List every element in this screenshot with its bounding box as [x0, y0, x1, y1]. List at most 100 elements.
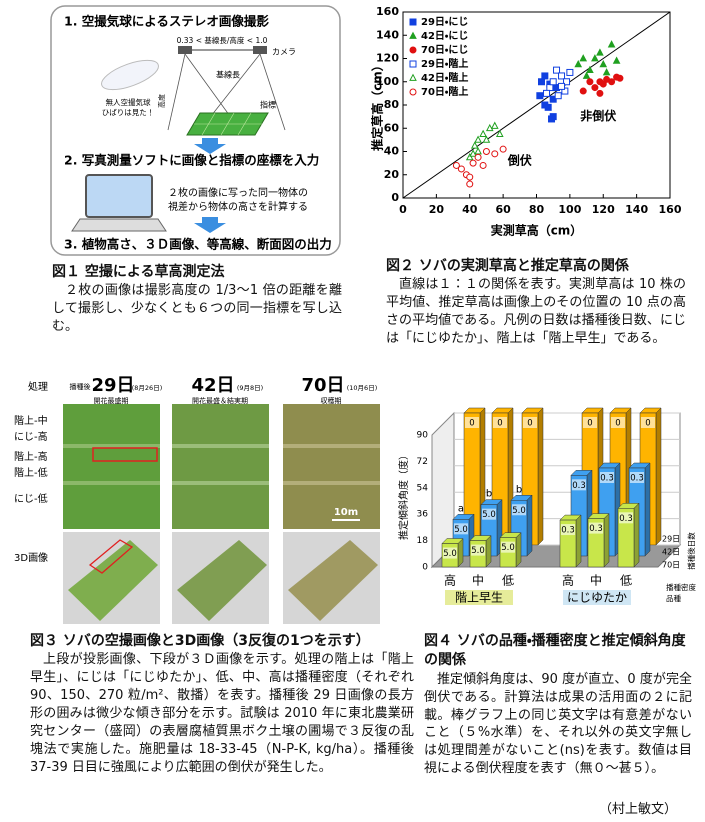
legend-marker: [409, 88, 417, 96]
3d-images: [63, 532, 380, 624]
x-tick-label: 80: [529, 203, 545, 216]
x-tick-label: 20: [429, 203, 445, 216]
bar-side: [644, 462, 651, 557]
x-tick-label: 低: [502, 574, 514, 588]
caption-title: 図２ ソバの実測草高と推定草高の関係: [386, 258, 629, 274]
point: [579, 87, 587, 95]
ratio-label: 0.33 < 基線長/高度 < 1.0: [177, 35, 268, 45]
point: [452, 161, 460, 169]
x-tick-label: 40: [462, 203, 478, 216]
point: [470, 141, 479, 149]
point: [474, 147, 482, 155]
value-label: 0.3: [600, 474, 614, 484]
legend-label: 70日・にじ: [421, 44, 468, 56]
point: [602, 68, 611, 76]
point: [612, 56, 621, 64]
point: [591, 54, 599, 62]
value-label: 0.3: [572, 481, 586, 491]
laptop-icon: [85, 174, 153, 218]
point: [549, 78, 557, 86]
point: [591, 84, 599, 92]
value-label-bg: [611, 417, 625, 428]
legend-label: 42日・にじ: [421, 30, 468, 42]
point: [582, 71, 591, 79]
scale-label: 10m: [334, 507, 358, 518]
legend-label: 42日: [662, 548, 680, 557]
ground-grid: [194, 112, 262, 136]
legend-label: 29日・階上: [421, 57, 468, 70]
point: [579, 54, 588, 62]
row-label: 3D画像: [14, 551, 48, 564]
value-label: 0: [527, 419, 532, 429]
point: [469, 149, 477, 157]
value-label-bg: [493, 417, 507, 428]
annotation: 倒伏: [507, 152, 532, 167]
point: [491, 150, 499, 158]
x-tick-label: 160: [659, 203, 682, 216]
point: [541, 101, 549, 109]
point: [586, 65, 594, 74]
group-label-bg: [563, 590, 631, 605]
camera-icon: [178, 46, 192, 54]
caption: 図２ ソバの実測草高と推定草高の関係 直線は１：１の関係を表す。実測草高は 10…: [386, 257, 686, 348]
caption-body: 推定傾斜角度は、90 度が直立、0 度が完全倒伏である。計算法は成果の活用面の２…: [424, 671, 692, 777]
point: [479, 129, 487, 137]
x-tick-label: 120: [592, 203, 615, 216]
value-label-bg: [619, 512, 633, 524]
point: [546, 84, 554, 92]
value-label: 5.0: [443, 549, 457, 559]
point: [495, 129, 504, 137]
row-label: 階上-高: [14, 450, 48, 463]
point: [490, 121, 499, 129]
bar-side: [537, 407, 544, 546]
bar-side: [633, 502, 640, 568]
point: [543, 89, 551, 97]
value-label-bg: [482, 508, 496, 520]
y-tick-label: 90: [417, 431, 429, 441]
point: [466, 180, 474, 188]
bar-side: [655, 407, 662, 546]
significance-letter: b: [486, 489, 492, 500]
column-date: (9月8日): [237, 384, 263, 392]
caption: 図１ 空撮による草高測定法 ２枚の画像は撮影高度の 1/3〜1 倍の距離を離して…: [52, 263, 342, 336]
point: [536, 92, 544, 100]
balloon-label: 無人空撮気球: [106, 97, 151, 107]
legend-label: 42日・階上: [421, 71, 468, 84]
value-label: 0.3: [589, 524, 603, 534]
group-label: にじゆたか: [567, 591, 627, 605]
y-tick-label: 36: [417, 510, 429, 520]
y-tick-label: 72: [417, 457, 428, 467]
x-axis-label: 実測草高（cm）: [491, 223, 583, 238]
x-tick-label: 100: [558, 203, 581, 216]
group-label: 階上早生: [455, 591, 503, 605]
balloon-label: ひばりは見た！: [102, 108, 155, 117]
point: [538, 78, 546, 86]
point: [586, 78, 594, 86]
point: [482, 148, 490, 155]
step-title: 1. 空撮気球によるステレオ画像撮影: [64, 14, 269, 29]
point: [599, 59, 608, 68]
point: [566, 68, 574, 76]
bar-side: [526, 494, 533, 557]
point: [607, 40, 616, 48]
point: [479, 161, 487, 169]
point: [553, 66, 561, 74]
baseline-label: 基線長: [216, 70, 240, 80]
x-tick-label: 中: [590, 573, 602, 588]
x-axis-label: 播種密度: [666, 582, 696, 592]
point: [482, 135, 491, 143]
legend-label: 70日: [662, 561, 680, 570]
column-stage: 開花最盛＆結実期: [192, 396, 248, 405]
x-tick-label: 60: [495, 203, 511, 216]
legend-marker: [409, 73, 417, 81]
y-tick-label: 160: [376, 5, 399, 18]
value-label-bg: [561, 524, 575, 536]
altitude-label: 高度: [157, 94, 166, 108]
bar-side: [485, 534, 492, 568]
legend-marker: [409, 18, 417, 26]
value-label-bg: [572, 479, 586, 491]
caption-title: 図３ ソバの空撮画像と3D画像（3反復の1つを示す）: [30, 633, 370, 649]
value-label: 0: [469, 419, 474, 429]
column-day: 29日: [91, 375, 134, 396]
